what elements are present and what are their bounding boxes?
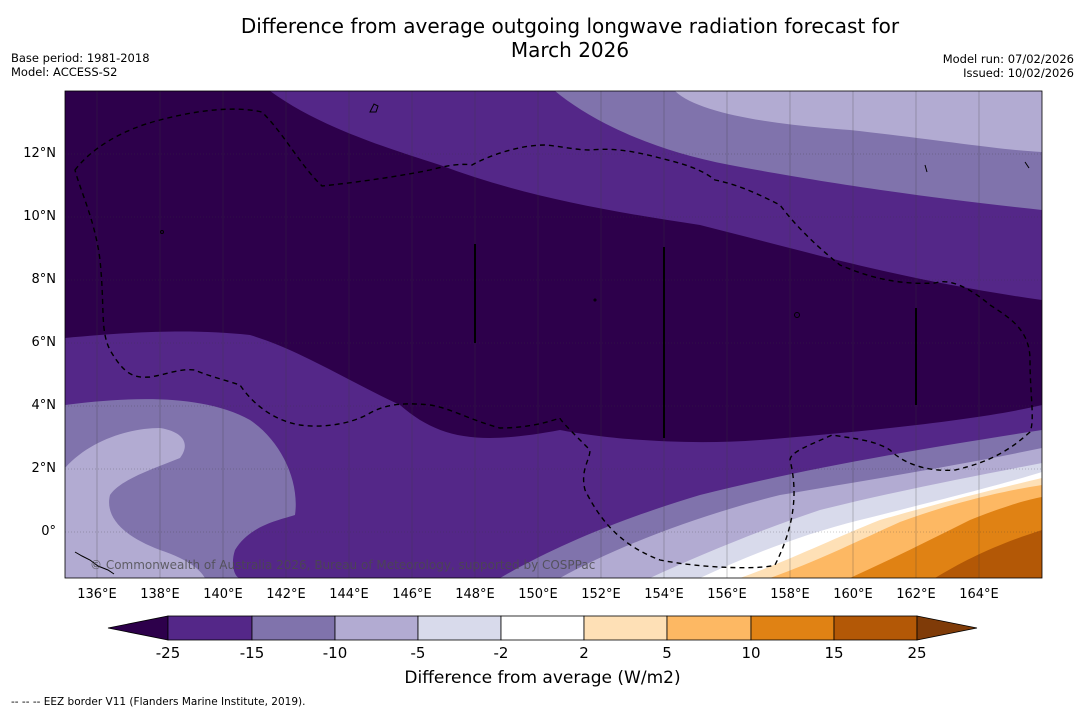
meta-left: Base period: 1981-2018 Model: ACCESS-S2 [11,51,150,79]
colorbar-label: 25 [907,644,927,662]
base-period: Base period: 1981-2018 [11,51,150,65]
colorbar-segment [583,615,668,641]
lat-tick: 6°N [31,335,57,350]
colorbar-label: 2 [579,644,589,662]
map-frame [64,90,1043,579]
lat-tick: 2°N [31,461,57,476]
field-minus-5-band [675,91,1042,152]
model-run: Model run: 07/02/2026 [942,52,1074,66]
colorbar-extend-low [107,615,169,641]
field-plus-15-se [935,530,1042,578]
lon-tick: 136°E [77,587,117,602]
lon-tick: 146°E [392,587,432,602]
lon-tick: 160°E [833,587,873,602]
graticule [65,91,1042,578]
colorbar-extend-high [916,615,978,641]
colorbar-label: 15 [824,644,844,662]
colorbar-label: -15 [239,644,265,662]
field-minus-5-sw [65,428,205,578]
colorbar [107,615,978,641]
footnote: -- -- -- EEZ border V11 (Flanders Marine… [11,696,306,708]
colorbar-label: -5 [410,644,426,662]
eez-border [74,108,1033,569]
colorbar-segment [417,615,502,641]
lon-tick: 156°E [707,587,747,602]
colorbar-label: -25 [155,644,181,662]
islands [74,103,1030,575]
map-title: Difference from average outgoing longwav… [170,14,970,62]
lon-tick: 158°E [770,587,810,602]
lat-tick: 12°N [23,146,56,161]
lat-tick: 8°N [31,272,57,287]
colorbar-segment [666,615,752,641]
lon-tick: 142°E [266,587,306,602]
lon-tick: 138°E [140,587,180,602]
colorbar-segment [167,615,253,641]
data-artifacts [474,244,917,438]
colorbar-segment [750,615,835,641]
issued-date: Issued: 10/02/2026 [963,66,1074,80]
lat-tick: 10°N [23,209,56,224]
lon-tick: 162°E [896,587,936,602]
meta-right: Model run: 07/02/2026 Issued: 10/02/2026 [943,52,1074,80]
lon-tick: 164°E [959,587,999,602]
map-area[interactable] [65,91,1042,578]
field-minus-25-core [65,91,1042,443]
lon-tick: 140°E [203,587,243,602]
model-name: Model: ACCESS-S2 [11,65,118,79]
title-line-1: Difference from average outgoing longwav… [240,14,900,38]
colorbar-title: Difference from average (W/m2) [404,668,681,688]
copyright-watermark: © Commonwealth of Australia 2026, Bureau… [90,558,596,572]
colorbar-segment [833,615,918,641]
lon-tick: 144°E [329,587,369,602]
colorbar-label: -10 [322,644,348,662]
colorbar-segment [251,615,336,641]
colorbar-segment [334,615,419,641]
colorbar-label: 5 [662,644,672,662]
title-line-2: March 2026 [510,38,630,62]
lon-tick: 150°E [518,587,558,602]
lon-tick: 152°E [581,587,621,602]
lon-tick: 148°E [455,587,495,602]
lat-tick: 0° [41,524,56,539]
colorbar-label: 10 [741,644,761,662]
colorbar-label: -2 [493,644,509,662]
lat-tick: 4°N [31,398,57,413]
colorbar-segment [500,615,585,641]
lon-tick: 154°E [644,587,684,602]
